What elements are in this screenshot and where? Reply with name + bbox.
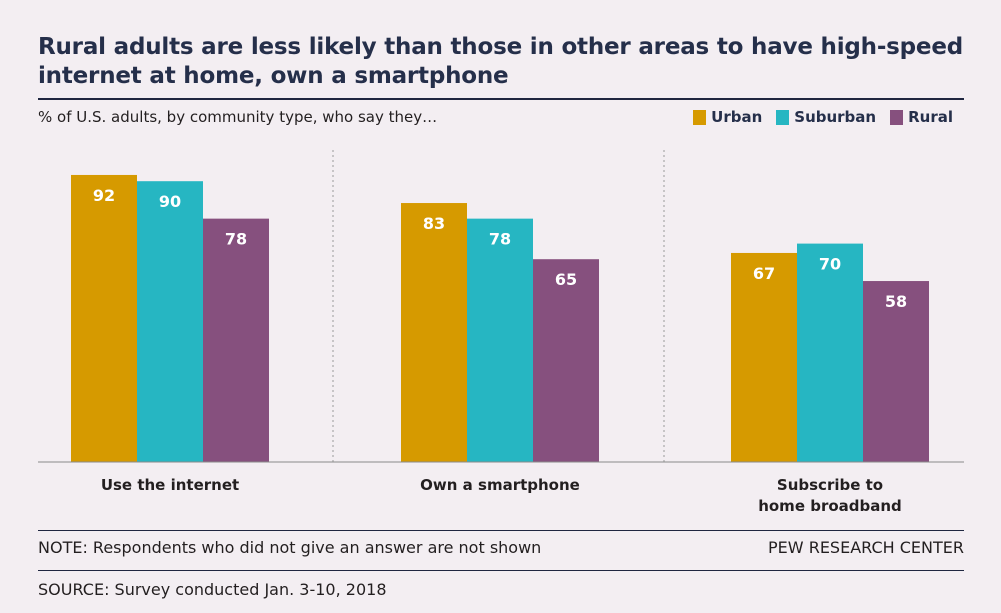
bar-suburban (797, 243, 863, 462)
bar-chart: 92 90 78 Use the internet 83 78 65 Own a smartp… (38, 150, 964, 515)
bar-value-label: 70 (819, 255, 841, 274)
chart-title: Rural adults are less likely than those … (38, 34, 963, 89)
title-divider (38, 98, 964, 100)
bar-value-label: 67 (753, 264, 775, 283)
brand-label: PEW RESEARCH CENTER (768, 538, 964, 557)
chart-subtitle: % of U.S. adults, by community type, who… (38, 108, 438, 126)
source-divider (38, 570, 964, 571)
legend-label: Suburban (794, 108, 877, 126)
legend-item-rural: Rural (890, 108, 953, 126)
bar-urban (401, 203, 467, 463)
bar-value-label: 83 (423, 214, 445, 233)
source-note: SOURCE: Survey conducted Jan. 3-10, 2018 (38, 580, 387, 599)
bar-value-label: 90 (159, 192, 181, 211)
category-label: Use the internet (101, 476, 239, 494)
bar-rural (863, 281, 929, 462)
bar-value-label: 58 (885, 292, 907, 311)
legend-swatch (890, 109, 904, 125)
bar-rural (203, 218, 269, 462)
bar-value-label: 78 (225, 230, 247, 249)
legend-item-suburban: Suburban (776, 108, 876, 126)
footnote: NOTE: Respondents who did not give an an… (38, 538, 542, 557)
category-label: Own a smartphone (420, 476, 580, 494)
bar-suburban (137, 181, 203, 462)
bar-urban (71, 174, 137, 462)
bar-value-label: 65 (555, 270, 577, 289)
bar-rural (533, 259, 599, 462)
category-label: Subscribe to home broadband (758, 476, 902, 515)
bar-value-label: 78 (489, 230, 511, 249)
legend-label: Urban (711, 108, 763, 126)
legend-swatch (776, 109, 790, 125)
legend: Urban Suburban Rural (693, 108, 953, 126)
note-divider (38, 530, 964, 531)
legend-label: Rural (908, 108, 953, 126)
bar-value-label: 92 (93, 186, 115, 205)
bar-urban (731, 252, 797, 462)
legend-swatch (693, 109, 707, 125)
legend-item-urban: Urban (693, 108, 762, 126)
bar-suburban (467, 218, 533, 462)
